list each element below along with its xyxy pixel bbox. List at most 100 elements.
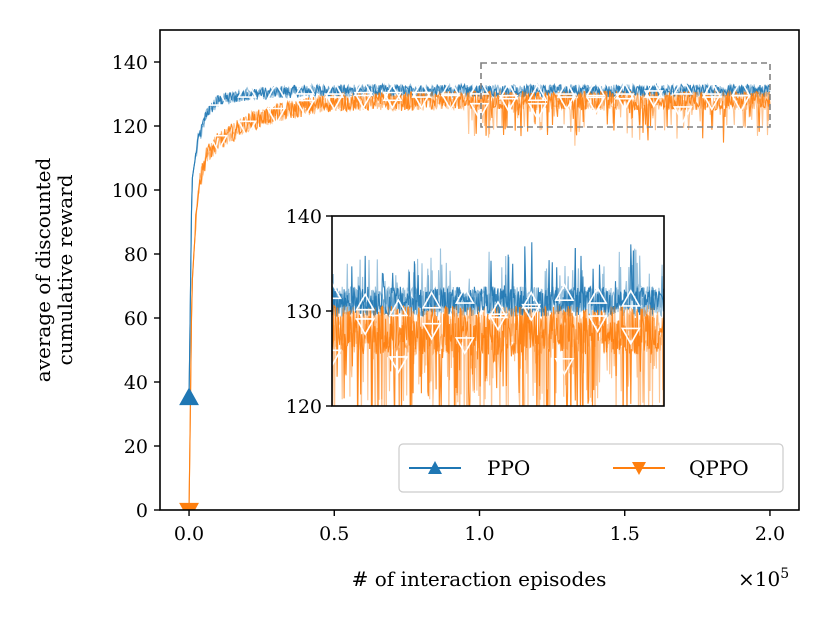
y-tick-label: 120 <box>112 116 148 138</box>
inset-marker-qppo <box>355 318 376 336</box>
marker-qppo <box>208 134 229 153</box>
y-tick-label: 140 <box>112 52 148 74</box>
marker-qppo <box>556 93 577 112</box>
marker-qppo <box>672 106 693 124</box>
marker-qppo <box>324 93 345 112</box>
inset-marker-qppo <box>488 313 508 332</box>
legend-box <box>398 443 784 493</box>
inset-marker-ppo <box>521 290 542 309</box>
marker-ppo <box>556 80 577 98</box>
inset-marker-ppo <box>554 283 575 302</box>
marker-qppo <box>730 94 751 113</box>
marker-ppo <box>324 80 345 98</box>
legend-ppo-marker <box>428 461 442 474</box>
marker-ppo <box>672 76 693 95</box>
x-axis-multiplier-base: ×10 <box>738 567 780 591</box>
y-tick-label: 100 <box>112 180 148 202</box>
marker-ppo <box>237 80 258 98</box>
inset-marker-ppo <box>587 286 608 304</box>
marker-qppo <box>179 502 199 510</box>
inset-zoom-plot: 120 130 140 <box>286 206 665 418</box>
marker-qppo <box>295 99 316 118</box>
legend: PPO QPPO <box>398 443 784 493</box>
x-tick-label: 0.0 <box>174 523 204 545</box>
inset-marker-ppo <box>620 288 641 307</box>
inset-series-line-qppo <box>332 304 664 406</box>
inset-marker-ppo <box>454 286 475 304</box>
y-tick-label: 40 <box>124 372 148 394</box>
marker-qppo <box>237 120 258 139</box>
marker-ppo <box>498 81 519 100</box>
inset-y-tick-label: 120 <box>286 396 322 418</box>
x-tick-label: 1.0 <box>464 523 494 545</box>
marker-ppo <box>585 78 606 97</box>
marker-ppo <box>266 81 287 100</box>
x-axis-multiplier: ×105 <box>738 566 789 591</box>
inset-y-axis: 120 130 140 <box>286 206 332 418</box>
marker-qppo <box>382 91 403 110</box>
x-axis-multiplier-exponent: 5 <box>780 566 789 582</box>
marker-ppo <box>440 78 461 97</box>
marker-qppo <box>498 94 519 113</box>
marker-ppo <box>411 80 432 98</box>
marker-ppo <box>469 76 490 95</box>
inset-y-tick-label: 130 <box>286 301 322 323</box>
legend-ppo-label: PPO <box>487 456 530 480</box>
x-tick-label: 2.0 <box>755 523 785 545</box>
series-line-ppo <box>188 82 771 399</box>
inset-marker-ppo <box>388 298 409 317</box>
inset-marker-qppo <box>454 337 475 355</box>
marker-qppo <box>469 102 490 121</box>
x-tick-label: 0.5 <box>319 523 349 545</box>
y-axis-label-line-2: cumulative reward <box>53 174 77 365</box>
inset-marker-qppo <box>620 327 641 346</box>
main-markers <box>179 76 751 510</box>
inset-marker-qppo <box>421 322 442 341</box>
marker-qppo <box>266 107 287 126</box>
marker-ppo <box>295 76 316 95</box>
y-tick-label: 60 <box>124 308 148 330</box>
marker-qppo <box>411 91 432 110</box>
marker-qppo <box>643 90 664 108</box>
y-axis-label: average of discounted cumulative reward <box>31 158 77 383</box>
x-axis-label: # of interaction episodes <box>352 567 607 591</box>
marker-ppo <box>353 78 374 97</box>
marker-ppo <box>208 88 229 106</box>
main-plot-area <box>188 82 771 510</box>
inset-series-line-qppo <box>332 305 664 406</box>
inset-markers <box>322 281 641 376</box>
series-line-qppo <box>188 89 771 510</box>
inset-marker-qppo <box>521 303 542 322</box>
series-line-ppo <box>188 82 771 399</box>
inset-marker-qppo <box>587 315 608 334</box>
marker-qppo <box>585 96 606 115</box>
inset-series-line-ppo <box>332 248 664 318</box>
inset-marker-qppo <box>388 356 409 374</box>
inset-y-tick-label: 140 <box>286 206 322 228</box>
legend-qppo-marker <box>632 462 646 475</box>
marker-qppo <box>440 93 461 112</box>
inset-marker-qppo <box>554 358 575 376</box>
y-tick-label: 0 <box>136 500 148 522</box>
marker-qppo <box>614 93 635 112</box>
inset-marker-ppo <box>355 292 376 311</box>
marker-qppo <box>527 102 548 121</box>
x-axis: 0.0 0.5 1.0 1.5 2.0 <box>174 510 785 545</box>
legend-qppo-label: QPPO <box>689 456 749 480</box>
marker-qppo <box>701 93 722 112</box>
y-axis: 0 20 40 60 80 100 120 140 <box>112 52 160 522</box>
marker-qppo <box>353 91 374 110</box>
series-line-qppo <box>188 89 771 510</box>
marker-ppo <box>179 387 199 406</box>
marker-ppo <box>527 83 548 102</box>
marker-ppo <box>614 81 635 100</box>
x-tick-label: 1.5 <box>610 523 640 545</box>
y-tick-label: 20 <box>124 436 148 458</box>
inset-marker-ppo <box>488 300 508 319</box>
y-tick-label: 80 <box>124 244 148 266</box>
zoom-indicator-box <box>480 62 771 128</box>
inset-series-line-ppo <box>332 248 664 317</box>
marker-ppo <box>643 80 664 98</box>
marker-ppo <box>701 80 722 98</box>
